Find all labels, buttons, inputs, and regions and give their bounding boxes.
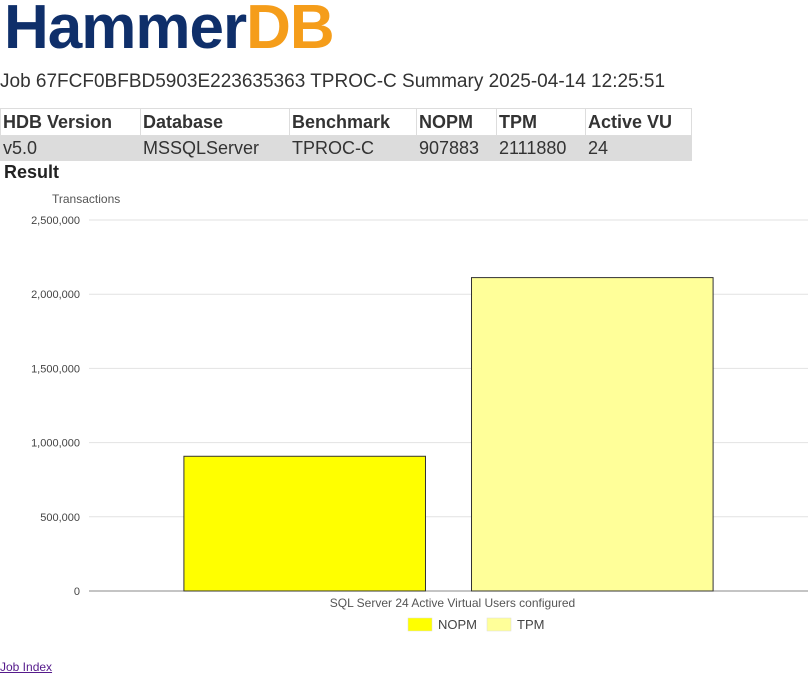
job-index-link[interactable]: Job Index: [0, 660, 53, 674]
y-tick-label: 1,000,000: [31, 438, 80, 450]
x-category-label: SQL Server 24 Active Virtual Users confi…: [330, 596, 575, 610]
y-tick-label: 1,500,000: [31, 363, 80, 375]
cell-tpm: 2111880: [496, 135, 586, 161]
cell-active-vu: 24: [585, 135, 692, 161]
hammerdb-logo: HammerDB: [4, 0, 335, 59]
header-nopm: NOPM: [416, 108, 497, 136]
y-tick-label: 0: [74, 586, 80, 598]
summary-data-row: v5.0 MSSQLServer TPROC-C 907883 2111880 …: [0, 135, 692, 161]
logo-text-hammer: Hammer: [4, 0, 247, 62]
bar-nopm: [183, 455, 426, 592]
header-benchmark: Benchmark: [289, 108, 417, 136]
bar-tpm: [471, 277, 714, 592]
cell-benchmark: TPROC-C: [289, 135, 417, 161]
job-title: Job 67FCF0BFBD5903E223635363 TPROC-C Sum…: [0, 71, 666, 92]
summary-table: HDB Version Database Benchmark NOPM TPM …: [0, 108, 692, 161]
legend-label-tpm: TPM: [517, 617, 544, 632]
header-hdb-version: HDB Version: [0, 108, 141, 136]
summary-header-row: HDB Version Database Benchmark NOPM TPM …: [0, 108, 692, 136]
cell-database: MSSQLServer: [140, 135, 290, 161]
result-heading: Result: [4, 162, 60, 182]
cell-hdb-version: v5.0: [0, 135, 141, 161]
y-tick-label: 2,000,000: [31, 289, 80, 301]
y-tick-label: 500,000: [40, 512, 80, 524]
cell-nopm: 907883: [416, 135, 497, 161]
legend-swatch-nopm: [407, 617, 433, 632]
header-active-vu: Active VU: [585, 108, 692, 136]
legend-swatch-tpm: [486, 617, 512, 632]
header-database: Database: [140, 108, 290, 136]
y-tick-label: 2,500,000: [31, 215, 80, 227]
transactions-bar-chart: Transactions 0 500,000 1,000,000 1,500,000 2,…: [31, 192, 808, 632]
header-tpm: TPM: [496, 108, 586, 136]
legend-label-nopm: NOPM: [438, 617, 477, 632]
y-axis-title: Transactions: [52, 192, 120, 206]
logo-text-db: DB: [246, 0, 335, 62]
